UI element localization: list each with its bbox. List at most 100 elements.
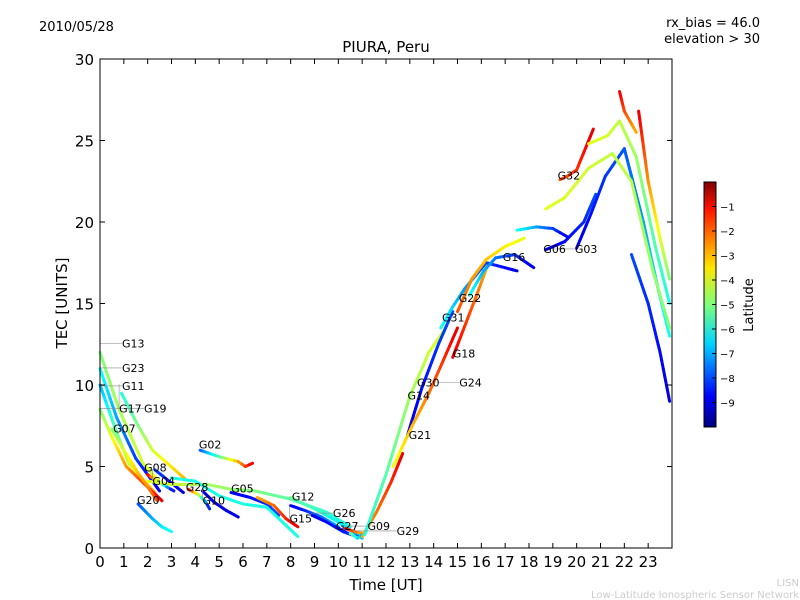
- track-segment: [153, 495, 159, 503]
- track-segment: [667, 298, 672, 305]
- track-unlabeled-35: [587, 119, 672, 305]
- x-tick-label: 5: [214, 553, 224, 571]
- track-segment: [592, 192, 598, 200]
- track-G30: [405, 310, 455, 438]
- chart-title: PIURA, Peru: [342, 38, 429, 56]
- track-segment: [345, 523, 352, 529]
- track-segment: [632, 127, 638, 134]
- y-tick-label: 5: [84, 459, 94, 477]
- track-segment: [205, 503, 212, 511]
- track-G03: [544, 192, 598, 252]
- x-tick-label: 16: [472, 553, 491, 571]
- track-unlabeled-21: [255, 495, 300, 529]
- track-segment: [357, 531, 364, 535]
- track-G13: [98, 350, 164, 486]
- track-label: G26: [333, 507, 356, 520]
- x-tick-label: 2: [143, 553, 153, 571]
- track-G06: [515, 225, 569, 239]
- track-G17: [119, 391, 188, 482]
- x-tick-label: 9: [310, 553, 320, 571]
- track-segment: [449, 310, 455, 317]
- colorbar-tick-label: −2: [720, 227, 735, 238]
- y-axis-ticks: 0 5 10 15 20 25 30: [75, 51, 672, 558]
- colorbar-label: Latitude: [742, 278, 757, 332]
- x-tick-label: 21: [591, 553, 610, 571]
- track-G04: [153, 468, 185, 495]
- x-tick-label: 0: [95, 553, 105, 571]
- y-tick-label: 10: [75, 377, 94, 395]
- track-label: G10: [202, 495, 225, 508]
- x-tick-label: 12: [376, 553, 395, 571]
- tracks-layer: [98, 90, 672, 540]
- track-label: G27: [336, 520, 359, 533]
- y-tick-label: 25: [75, 133, 94, 151]
- track-G21: [360, 451, 405, 539]
- x-tick-label: 1: [119, 553, 129, 571]
- date-label: 2010/05/28: [39, 20, 114, 35]
- track-unlabeled-38: [629, 253, 672, 403]
- lisn-brand: LISN: [777, 578, 799, 589]
- x-axis-ticks: 0 1 2 3 4 5 6 7 8 9 10 11 12 13 14 15 16 17 18 19 20 21 22 23: [95, 59, 658, 571]
- track-segment: [590, 127, 595, 135]
- track-segment: [399, 451, 405, 459]
- track-unlabeled-34: [544, 152, 672, 330]
- track-label: G07: [113, 422, 136, 435]
- track-label: G28: [186, 481, 209, 494]
- colorbar-tick-label: −5: [720, 301, 735, 312]
- colorbar-tick-label: −6: [720, 325, 735, 336]
- track-label: G23: [122, 362, 145, 375]
- track-label: G21: [409, 429, 432, 442]
- track-label: G22: [459, 292, 482, 305]
- track-segment: [166, 528, 173, 534]
- track-segment: [667, 322, 672, 330]
- track-G20: [136, 502, 173, 534]
- track-segment: [155, 486, 162, 493]
- y-tick-label: 20: [75, 214, 94, 232]
- x-tick-label: 17: [496, 553, 515, 571]
- x-tick-label: 3: [167, 553, 177, 571]
- track-segment: [529, 263, 536, 270]
- colorbar-tick-label: −7: [720, 350, 735, 361]
- track-G05: [229, 491, 281, 517]
- track-G10: [200, 489, 240, 519]
- colorbar-tick-label: −8: [720, 374, 735, 385]
- track-segment: [274, 511, 281, 517]
- track-label: G02: [199, 439, 222, 452]
- y-tick-label: 0: [84, 540, 94, 558]
- track-label: G12: [292, 491, 315, 504]
- x-tick-label: 15: [448, 553, 467, 571]
- track-segment: [293, 532, 300, 539]
- track-label: G13: [122, 338, 145, 351]
- track-label: G04: [152, 475, 175, 488]
- track-label: G15: [289, 513, 312, 526]
- track-unlabeled-19: [146, 479, 352, 529]
- track-label: G18: [453, 347, 476, 360]
- track-segment: [454, 326, 459, 334]
- track-segment: [157, 496, 164, 503]
- track-G19: [98, 407, 164, 503]
- track-label: G32: [558, 170, 581, 183]
- track-segment: [511, 268, 519, 273]
- track-label: G05: [231, 483, 254, 496]
- track-segment: [168, 487, 176, 493]
- track-label: G08: [144, 461, 167, 474]
- track-segment: [232, 513, 240, 519]
- track-label: G14: [407, 390, 430, 403]
- x-tick-label: 22: [615, 553, 634, 571]
- x-tick-label: 18: [519, 553, 538, 571]
- track-label: G24: [459, 377, 482, 390]
- track-label: G06: [543, 243, 566, 256]
- track-unlabeled-36: [618, 90, 638, 134]
- x-tick-label: 7: [262, 553, 272, 571]
- track-label: G19: [144, 403, 167, 416]
- y-tick-label: 15: [75, 296, 94, 314]
- track-G02: [198, 448, 255, 468]
- y-axis-label: TEC [UNITS]: [53, 258, 71, 350]
- track-label: G29: [397, 525, 420, 538]
- x-tick-label: 11: [353, 553, 372, 571]
- track-label: G17: [119, 402, 142, 415]
- track-label: G16: [503, 251, 526, 264]
- colorbar-tick-label: −9: [720, 399, 735, 410]
- track-label: G31: [442, 311, 465, 324]
- x-tick-label: 4: [191, 553, 201, 571]
